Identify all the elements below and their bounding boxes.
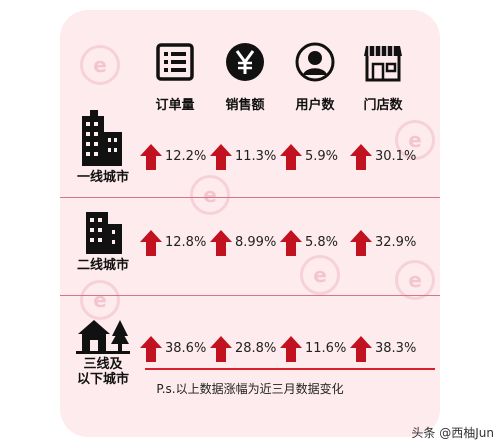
- up-arrow-icon: [280, 144, 302, 170]
- up-arrow-icon: [350, 230, 372, 256]
- row-label-tier1: 一线城市: [76, 170, 129, 185]
- up-arrow-icon: [280, 336, 302, 362]
- value-cell: 5.9%: [280, 142, 350, 172]
- user-icon: [295, 42, 335, 82]
- watermark-logo: e: [80, 45, 120, 85]
- row-divider: [60, 295, 440, 296]
- up-arrow-icon: [140, 144, 162, 170]
- watermark-logo: e: [395, 260, 435, 300]
- watermark-logo: e: [190, 175, 230, 215]
- up-arrow-icon: [210, 144, 232, 170]
- yen-icon: [226, 43, 264, 81]
- up-arrow-icon: [140, 230, 162, 256]
- value-cell: 11.6%: [280, 334, 350, 364]
- up-arrow-icon: [140, 336, 162, 362]
- value-cell: 12.8%: [140, 228, 210, 258]
- source-credit: 头条 @西柚Jun: [411, 426, 494, 440]
- header-stores: 门店数: [363, 98, 403, 113]
- footnote: P.s.以上数据涨幅为近三月数据变化: [156, 382, 344, 396]
- watermark-logo: e: [395, 120, 435, 160]
- value-cell: 12.2%: [140, 142, 210, 172]
- up-arrow-icon: [350, 144, 372, 170]
- store-icon: [364, 46, 402, 82]
- skyscraper-icon: [82, 110, 122, 166]
- accent-underline: [145, 368, 435, 370]
- value-cell: 11.3%: [210, 142, 280, 172]
- document-list-icon: [156, 43, 194, 81]
- value-cell: 8.99%: [210, 228, 280, 258]
- value-cell: 38.6%: [140, 334, 210, 364]
- row-label-tier2: 二线城市: [76, 258, 129, 273]
- header-users: 用户数: [295, 98, 335, 113]
- up-arrow-icon: [280, 230, 302, 256]
- row-label-tier3: 三线及 以下城市: [76, 357, 129, 387]
- building-icon: [86, 212, 122, 254]
- value-cell: 5.8%: [280, 228, 350, 258]
- value-cell: 28.8%: [210, 334, 280, 364]
- header-sales: 销售额: [225, 98, 265, 113]
- watermark-logo: e: [80, 280, 120, 320]
- up-arrow-icon: [210, 336, 232, 362]
- value-cell: 32.9%: [350, 228, 420, 258]
- up-arrow-icon: [350, 336, 372, 362]
- header-orders: 订单量: [155, 98, 195, 113]
- row-divider: [60, 197, 440, 198]
- value-cell: 30.1%: [350, 142, 420, 172]
- up-arrow-icon: [210, 230, 232, 256]
- house-tree-icon: [76, 320, 130, 354]
- value-cell: 38.3%: [350, 334, 420, 364]
- watermark-logo: e: [300, 255, 340, 295]
